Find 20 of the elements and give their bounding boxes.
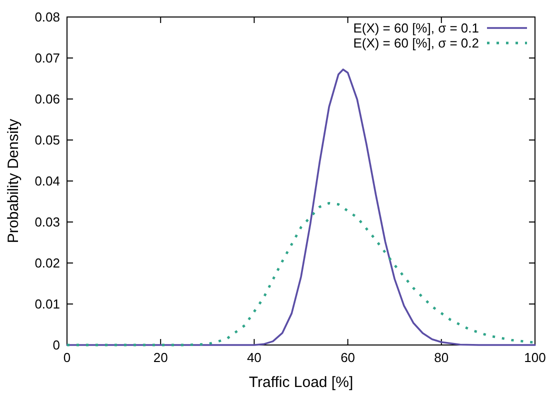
legend-label: E(X) = 60 [%], σ = 0.2 bbox=[353, 36, 479, 50]
y-tick-label: 0.06 bbox=[34, 92, 60, 106]
y-tick-label: 0.08 bbox=[34, 10, 60, 24]
y-axis-title: Probability Density bbox=[5, 118, 22, 244]
y-tick-label: 0.03 bbox=[34, 214, 60, 230]
y-tick-label: 0.01 bbox=[34, 296, 60, 312]
y-tick-label: 0.05 bbox=[34, 132, 60, 148]
x-tick-label: 20 bbox=[153, 350, 168, 365]
y-tick-label: 0.02 bbox=[34, 256, 60, 270]
x-tick-label: 100 bbox=[524, 350, 546, 365]
x-tick-label: 0 bbox=[63, 350, 71, 365]
x-tick-label: 60 bbox=[340, 350, 356, 365]
y-tick-label: 0.07 bbox=[34, 50, 60, 66]
line-series bbox=[66, 68, 536, 346]
y-tick-label: 0.04 bbox=[34, 174, 60, 188]
legend-label: E(X) = 60 [%], σ = 0.1 bbox=[353, 20, 479, 36]
x-tick-label: 80 bbox=[434, 350, 449, 365]
x-tick-label: 40 bbox=[246, 350, 262, 365]
y-tick-label: 0 bbox=[52, 338, 60, 352]
x-axis-title: Traffic Load [%] bbox=[248, 374, 354, 391]
